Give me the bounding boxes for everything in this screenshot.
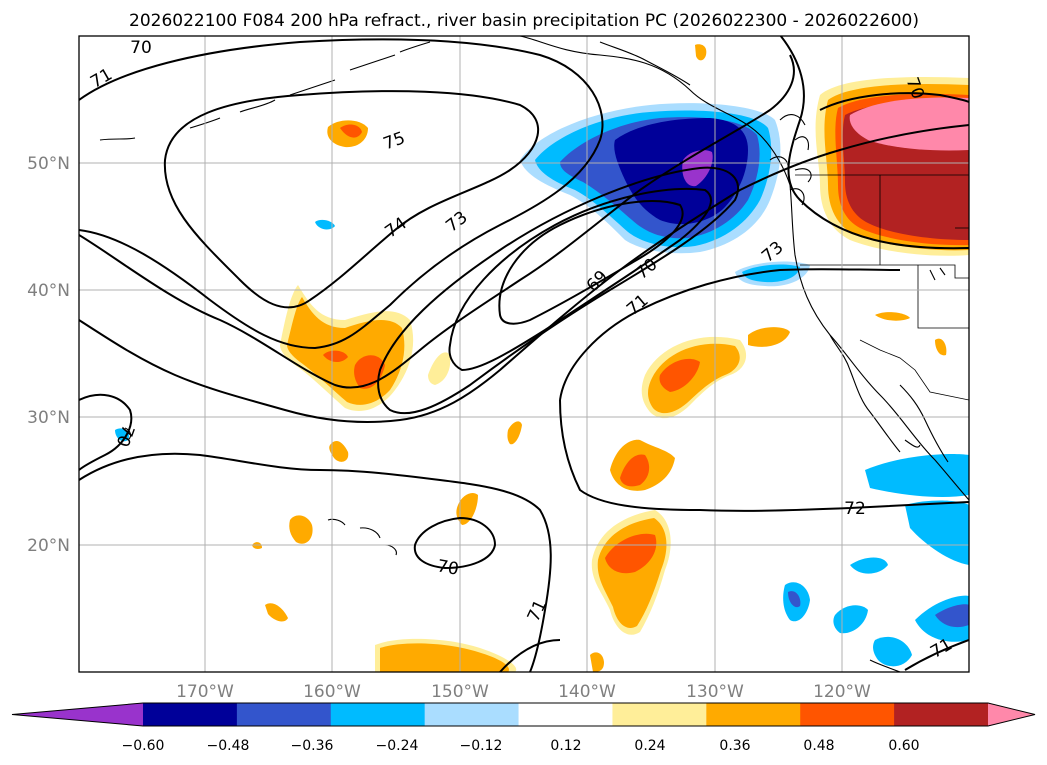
refractivity-contours xyxy=(79,36,969,672)
lon-label: 140°W xyxy=(558,682,616,702)
lon-label: 160°W xyxy=(303,682,361,702)
colorbar-tick-label: 0.12 xyxy=(550,738,581,754)
colorbar-segment xyxy=(518,703,613,726)
contour-69 xyxy=(498,200,684,325)
contour-73 xyxy=(79,54,795,389)
contour-label: 72 xyxy=(844,499,866,519)
contour-72 xyxy=(79,124,969,423)
gridlines xyxy=(79,36,969,672)
lon-label: 170°W xyxy=(176,682,234,702)
contour-label: 70 xyxy=(435,556,460,579)
colorbar-tick-label: −0.24 xyxy=(376,738,419,754)
colorbar-tick-label: 0.48 xyxy=(803,738,834,754)
map-frame xyxy=(78,35,970,673)
lon-label: 130°W xyxy=(686,682,744,702)
precip-positive-max xyxy=(849,97,969,151)
colorbar-segment xyxy=(800,703,895,726)
colorbar-extend-max xyxy=(988,703,1035,726)
colorbar-tick-label: −0.36 xyxy=(291,738,334,754)
contour-74 xyxy=(79,38,604,350)
colorbar-tick-label: −0.60 xyxy=(122,738,165,754)
lon-label: 120°W xyxy=(813,682,871,702)
lat-label: 30°N xyxy=(27,408,70,428)
colorbar-tick-label: 0.36 xyxy=(719,738,750,754)
map-panel: 70 71 75 74 73 69 70 71 73 70 70 70 71 7… xyxy=(78,35,970,673)
colorbar-extend-min xyxy=(12,703,143,726)
figure-title: 2026022100 F084 200 hPa refract., river … xyxy=(129,11,919,31)
colorbar-tick-labels: −0.60 −0.48 −0.36 −0.24 −0.12 0.12 0.24 … xyxy=(122,738,920,754)
contour-75 xyxy=(163,90,539,309)
lon-label: 150°W xyxy=(431,682,489,702)
colorbar-tick-label: 0.24 xyxy=(634,738,665,754)
contour-71-south xyxy=(79,452,552,672)
colorbar-outline xyxy=(11,702,1036,727)
lat-label: 20°N xyxy=(27,536,70,556)
colorbar-segment xyxy=(894,703,989,726)
baja-california-coast xyxy=(829,334,901,453)
contour-label: 70 xyxy=(130,38,152,58)
colorbar-segment xyxy=(706,703,801,726)
lat-label: 50°N xyxy=(27,154,70,174)
colorbar-segment xyxy=(612,703,707,726)
colorbar-tick-label: 0.60 xyxy=(888,738,919,754)
colorbar xyxy=(11,702,1036,727)
colorbar-segment xyxy=(143,703,238,726)
contour-71-core xyxy=(377,166,740,415)
colorbar-segment xyxy=(236,703,332,726)
contour-70-core xyxy=(448,187,712,372)
colorbar-tick-label: −0.48 xyxy=(207,738,250,754)
colorbar-tick-label: −0.12 xyxy=(460,738,503,754)
political-boundaries xyxy=(795,174,969,401)
north-america-coast xyxy=(519,36,969,501)
lat-label: 40°N xyxy=(27,281,70,301)
colorbar-segment xyxy=(330,703,426,726)
colorbar-segment xyxy=(424,703,520,726)
contour-70-small xyxy=(413,516,497,570)
axis-tick-labels: 170°W 160°W 150°W 140°W 130°W 120°W 50°N… xyxy=(27,154,871,702)
